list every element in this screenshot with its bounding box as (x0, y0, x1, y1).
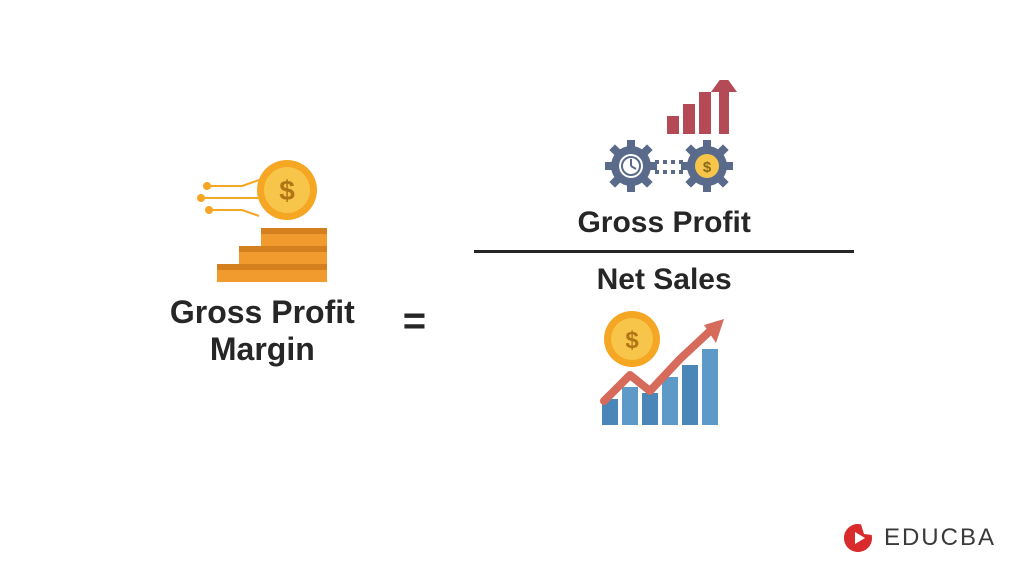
brand-name: EDUCBA (884, 524, 996, 552)
lhs-label-line1: Gross Profit (170, 294, 355, 330)
educba-logo-icon (842, 522, 874, 554)
svg-text:$: $ (625, 327, 639, 354)
coin-steps-icon: $ (187, 146, 337, 286)
formula-row: $ Gross Profit Margin = (0, 80, 1024, 433)
lhs-label-line2: Margin (210, 331, 315, 367)
brand-logo: EDUCBA (842, 522, 996, 554)
equals-sign: = (403, 169, 426, 344)
fraction-denominator: Net Sales $ (584, 263, 744, 433)
bars-gears-icon: $ (579, 80, 749, 200)
denominator-label: Net Sales (597, 263, 732, 297)
svg-text:$: $ (280, 175, 296, 206)
lhs-label: Gross Profit Margin (170, 294, 355, 368)
numerator-label: Gross Profit (577, 206, 750, 240)
infographic-stage: $ Gross Profit Margin = (0, 0, 1024, 576)
coin-chart-icon: $ (584, 303, 744, 433)
fraction-bar (474, 250, 854, 253)
svg-text:$: $ (703, 159, 712, 176)
formula-lhs: $ Gross Profit Margin (170, 146, 355, 368)
formula-rhs: $ Gross Profit (474, 80, 854, 433)
fraction-numerator: $ Gross Profit (577, 80, 750, 240)
